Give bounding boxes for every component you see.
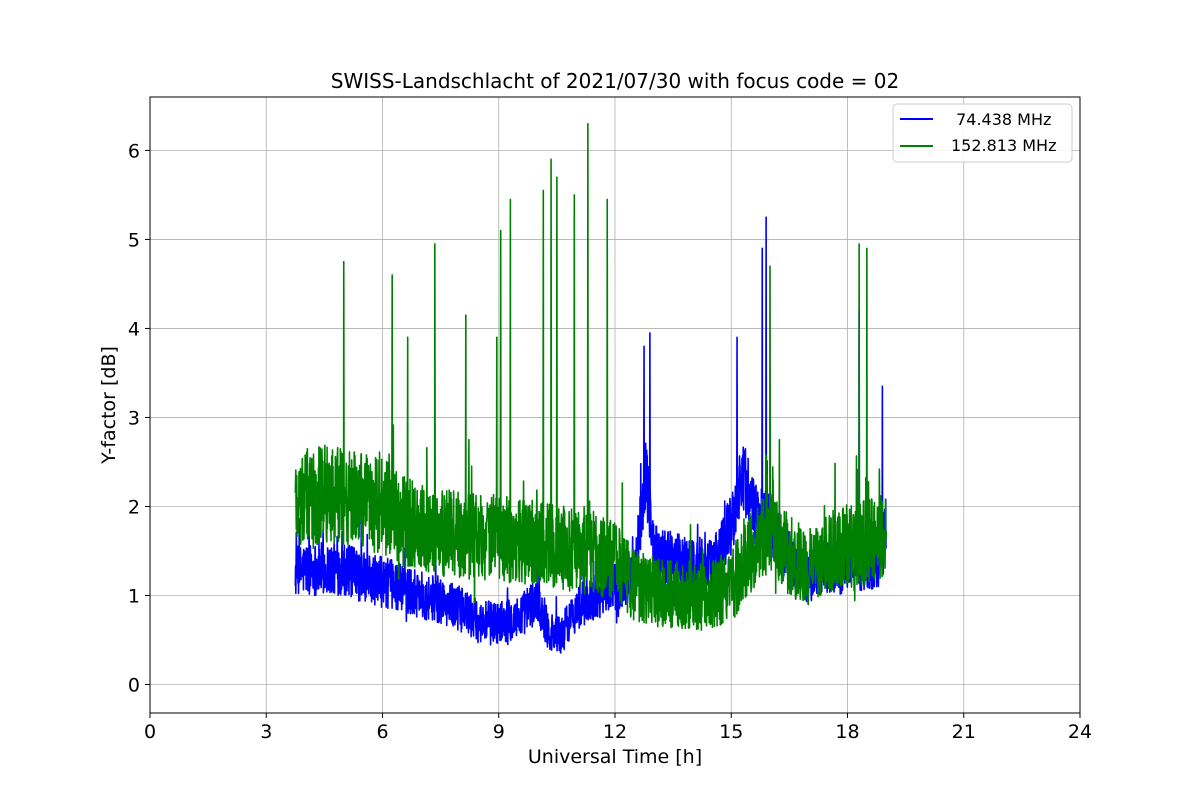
y-tick-label: 2 <box>128 496 140 518</box>
x-tick-label: 6 <box>376 721 388 743</box>
legend: 74.438 MHz 152.813 MHz <box>892 103 1073 163</box>
y-tick-label: 6 <box>128 140 140 162</box>
y-tick-label: 3 <box>128 407 140 429</box>
y-axis-label: Y-factor [dB] <box>98 346 120 465</box>
x-tick-label: 12 <box>603 721 627 743</box>
x-tick-label: 24 <box>1068 721 1092 743</box>
x-tick-label: 9 <box>493 721 505 743</box>
legend-label-74: 74.438 MHz <box>951 110 1051 129</box>
x-tick-label: 3 <box>260 721 272 743</box>
y-tick-label: 1 <box>128 585 140 607</box>
series-line-152 <box>294 122 888 631</box>
x-tick-label: 21 <box>952 721 976 743</box>
y-tick-label: 0 <box>128 675 140 697</box>
x-tick-label: 15 <box>719 721 743 743</box>
plot-area <box>294 122 888 654</box>
x-axis-label: Universal Time [h] <box>528 746 702 768</box>
y-tick-label: 5 <box>128 229 140 251</box>
x-tick-label: 18 <box>835 721 859 743</box>
legend-box <box>892 103 1073 163</box>
chart-title: SWISS-Landschlacht of 2021/07/30 with fo… <box>331 69 899 93</box>
y-tick-label: 4 <box>128 318 140 340</box>
legend-label-152: 152.813 MHz <box>951 136 1056 155</box>
x-tick-label: 0 <box>144 721 156 743</box>
